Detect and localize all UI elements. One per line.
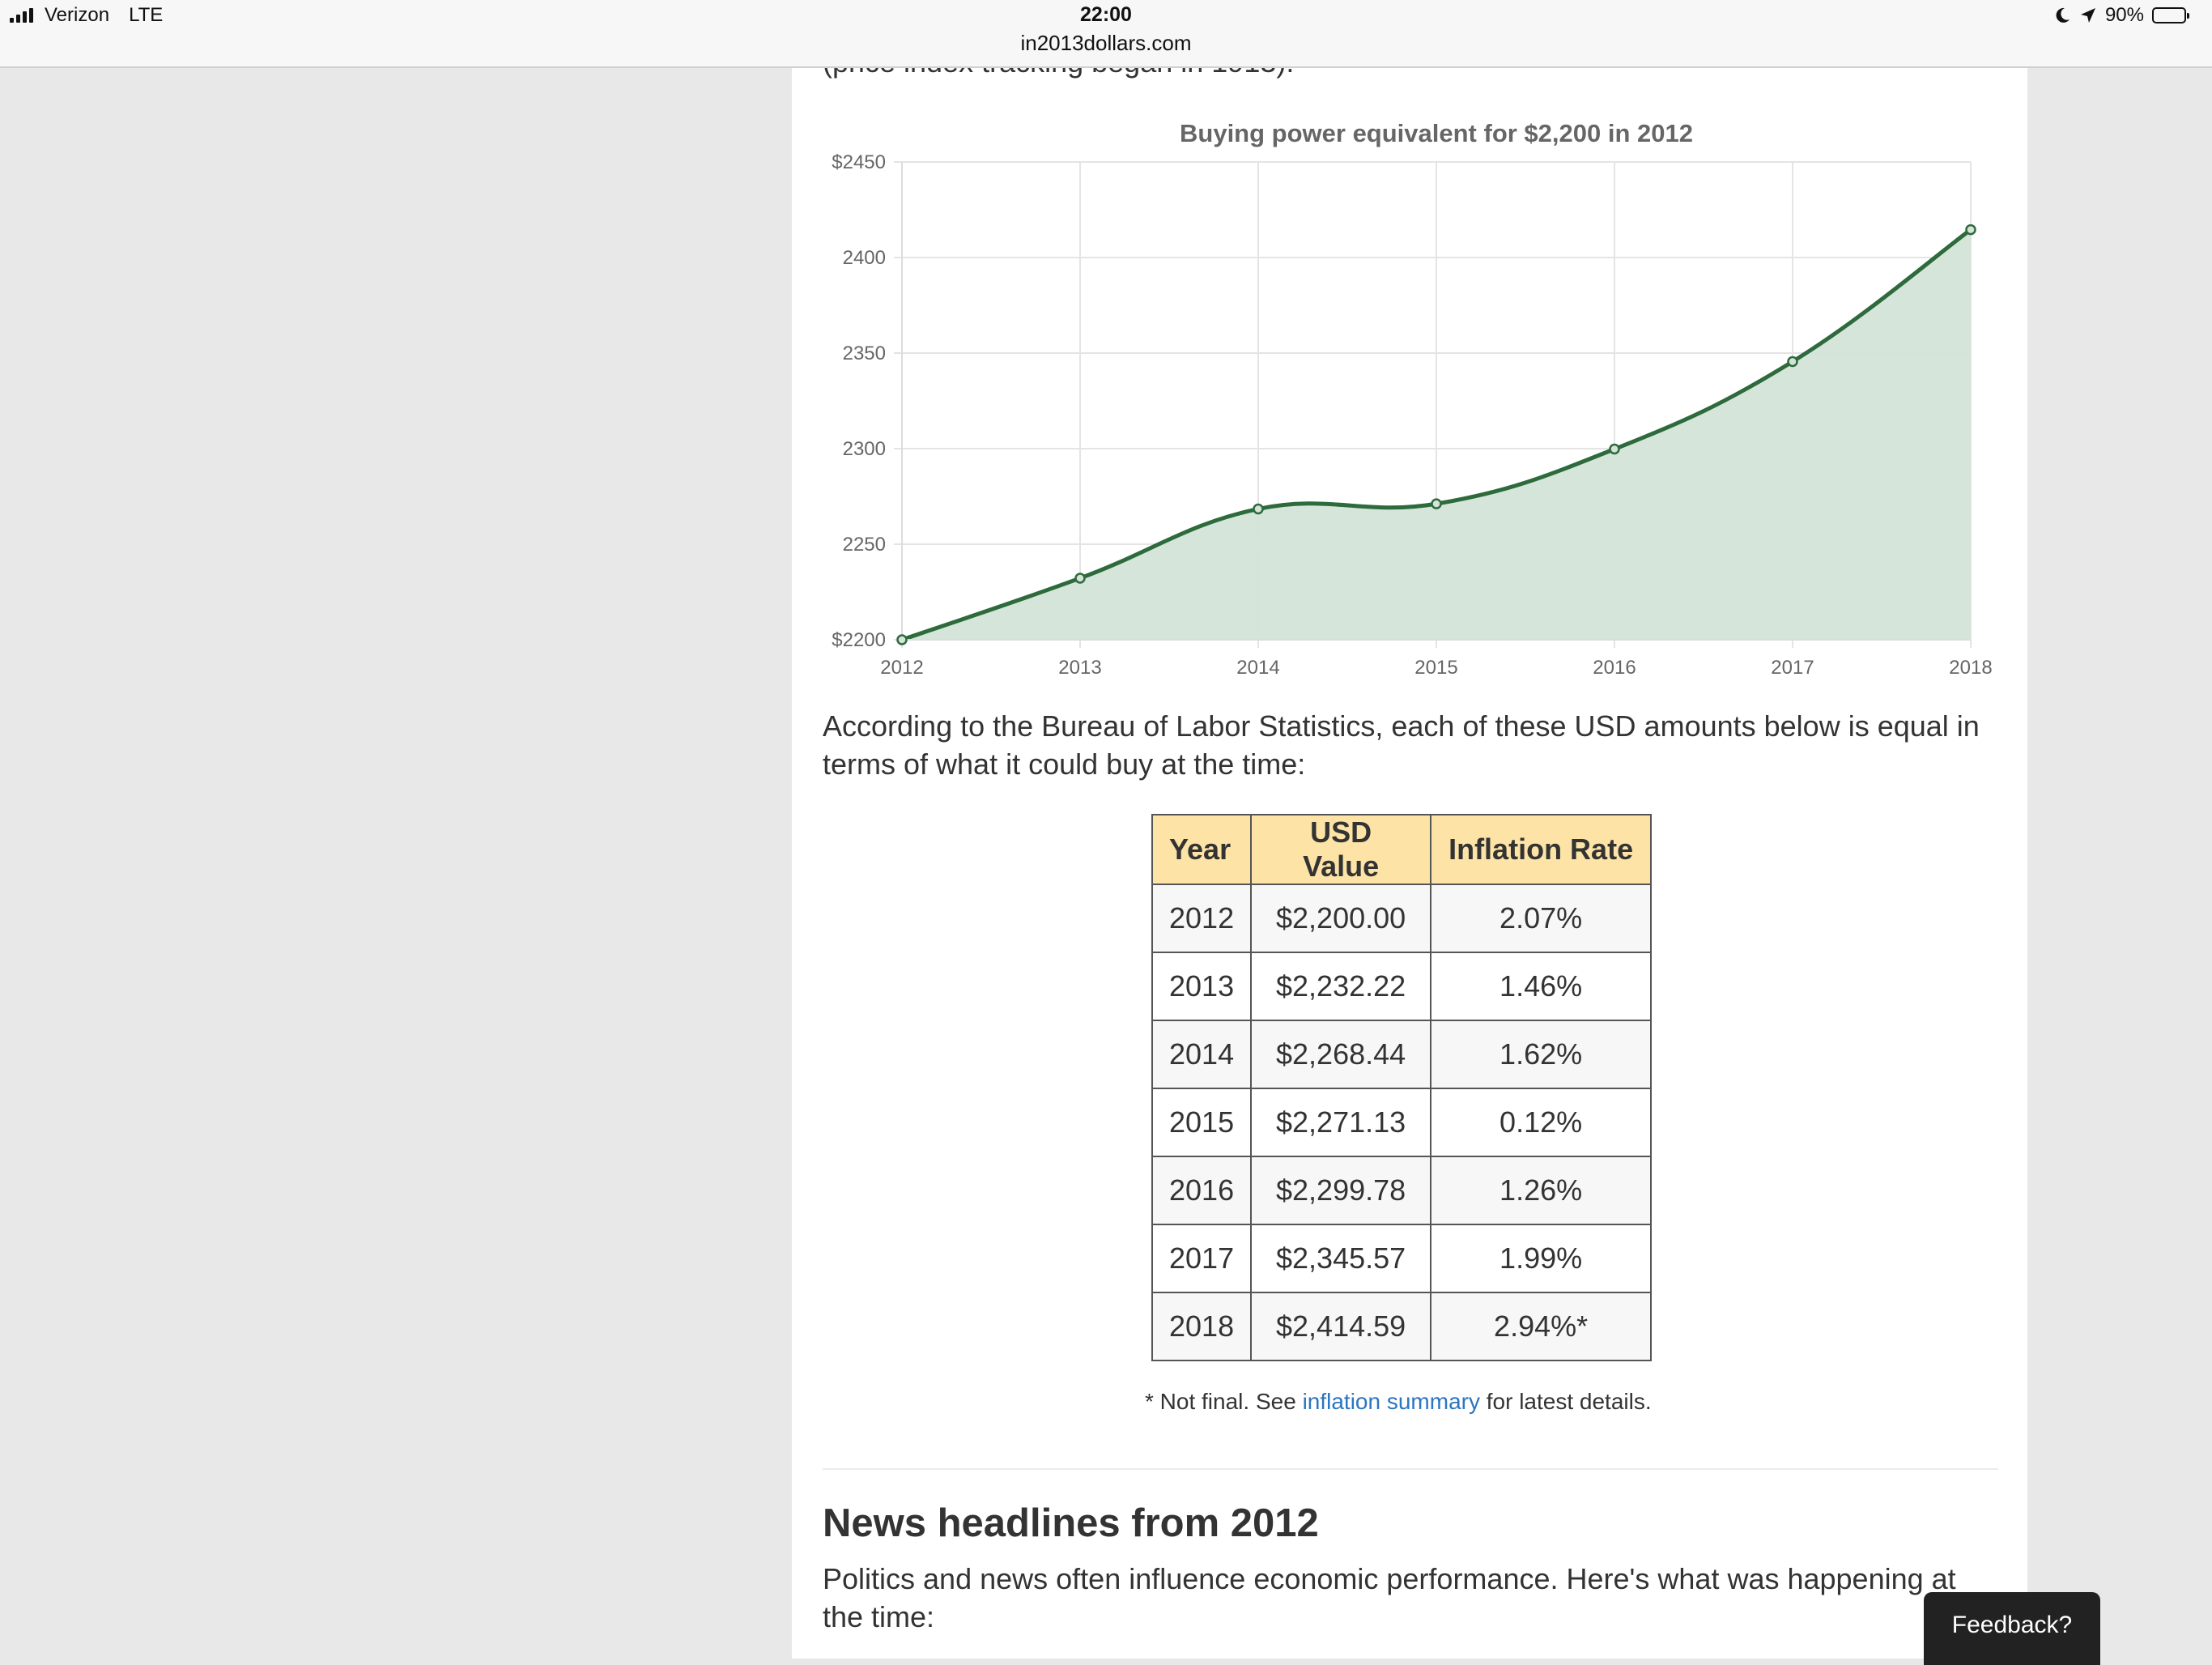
table-row: 2015 $2,271.13 0.12% [1151, 1088, 1653, 1157]
cell-usd-value: $2,232.22 [1250, 952, 1432, 1021]
news-intro-paragraph: Politics and news often influence econom… [823, 1562, 1956, 1633]
cell-usd-value: $2,268.44 [1250, 1020, 1432, 1089]
cell-inflation-rate: 1.62% [1430, 1020, 1653, 1089]
data-point [1609, 443, 1620, 455]
table-row: 2017 $2,345.57 1.99% [1151, 1224, 1653, 1293]
feedback-button[interactable]: Feedback? [1924, 1592, 2100, 1665]
inflation-summary-link[interactable]: inflation summary [1302, 1389, 1480, 1414]
inflation-table: Year USD Value Inflation Rate 2012 $2,20… [1151, 814, 1653, 1361]
footnote-suffix: for latest details. [1479, 1389, 1652, 1414]
cell-year: 2012 [1151, 884, 1253, 953]
x-tick-label: 2014 [1236, 657, 1279, 679]
data-point [1965, 224, 1976, 236]
battery-icon [2152, 7, 2189, 23]
section-divider [823, 1468, 1998, 1470]
status-bar: Verizon LTE 22:00 in2013dollars.com 90% [0, 0, 2212, 68]
cell-inflation-rate: 2.94%* [1430, 1292, 1653, 1361]
status-time: 22:00 [1080, 3, 1132, 26]
cell-year: 2015 [1151, 1088, 1253, 1157]
battery-percentage: 90% [2104, 4, 2144, 26]
intro-paragraph: According to the Bureau of Labor Statist… [823, 709, 1980, 781]
header-usd-value: USD Value [1250, 814, 1432, 885]
status-left: Verizon LTE [10, 4, 163, 27]
footnote-prefix: * Not final. See [1145, 1389, 1303, 1414]
moon-icon [2056, 7, 2069, 23]
header-year: Year [1151, 814, 1253, 885]
cell-usd-value: $2,414.59 [1250, 1292, 1432, 1361]
cell-inflation-rate: 1.99% [1430, 1224, 1653, 1293]
network-type: LTE [129, 4, 164, 26]
header-inflation-rate: Inflation Rate [1430, 814, 1653, 885]
table-footnote: * Not final. See inflation summary for l… [1145, 1389, 1652, 1415]
cell-inflation-rate: 1.26% [1430, 1156, 1653, 1225]
cell-usd-value: $2,200.00 [1250, 884, 1432, 953]
table-row: 2016 $2,299.78 1.26% [1151, 1156, 1653, 1225]
cell-usd-value: $2,271.13 [1250, 1088, 1432, 1157]
cell-year: 2018 [1151, 1292, 1253, 1361]
y-tick-label: $2200 [832, 629, 886, 651]
status-right: 90% [2053, 4, 2189, 27]
data-point [1431, 498, 1442, 509]
data-point [1253, 503, 1264, 515]
cell-year: 2016 [1151, 1156, 1253, 1225]
cell-year: 2017 [1151, 1224, 1253, 1293]
cell-usd-value: $2,299.78 [1250, 1156, 1432, 1225]
x-tick-label: 2013 [1058, 657, 1101, 679]
chart-title: Buying power equivalent for $2,200 in 20… [1180, 119, 1693, 147]
x-tick-label: 2012 [880, 657, 923, 679]
x-tick-label: 2016 [1593, 657, 1636, 679]
cell-usd-value: $2,345.57 [1250, 1224, 1432, 1293]
x-tick-label: 2015 [1414, 657, 1457, 679]
location-arrow-icon [2080, 8, 2095, 23]
cell-inflation-rate: 2.07% [1430, 884, 1653, 953]
chart-area-fill [902, 229, 1971, 640]
table-row: 2012 $2,200.00 2.07% [1151, 884, 1653, 953]
y-tick-label: $2450 [832, 151, 886, 173]
data-point [1074, 573, 1086, 584]
signal-bars-icon [10, 8, 33, 23]
y-tick-label: 2250 [843, 534, 886, 556]
y-tick-label: 2400 [843, 247, 886, 269]
cell-year: 2014 [1151, 1020, 1253, 1089]
cell-inflation-rate: 0.12% [1430, 1088, 1653, 1157]
carrier-name: Verizon [45, 4, 110, 26]
x-tick-label: 2018 [1949, 657, 1992, 679]
table-row: 2014 $2,268.44 1.62% [1151, 1020, 1653, 1089]
buying-power-chart: $2200 2250 2300 2350 2400 $2450 2012 2013 2014 20… [792, 105, 2027, 688]
y-tick-label: 2300 [843, 438, 886, 460]
news-heading: News headlines from 2012 [823, 1501, 1319, 1545]
article-content: (price index tracking began in 1913). $2… [792, 0, 2027, 1659]
data-point [1787, 356, 1798, 368]
address-bar-url[interactable]: in2013dollars.com [1020, 31, 1192, 55]
table-header-row: Year USD Value Inflation Rate [1151, 814, 1653, 885]
cell-inflation-rate: 1.46% [1430, 952, 1653, 1021]
chart-svg: $2200 2250 2300 2350 2400 $2450 2012 2013 2014 20… [832, 119, 1992, 679]
table-row: 2013 $2,232.22 1.46% [1151, 952, 1653, 1021]
data-point [896, 634, 908, 645]
x-tick-label: 2017 [1771, 657, 1814, 679]
cell-year: 2013 [1151, 952, 1253, 1021]
y-tick-label: 2350 [843, 343, 886, 364]
table-row: 2018 $2,414.59 2.94%* [1151, 1292, 1653, 1361]
